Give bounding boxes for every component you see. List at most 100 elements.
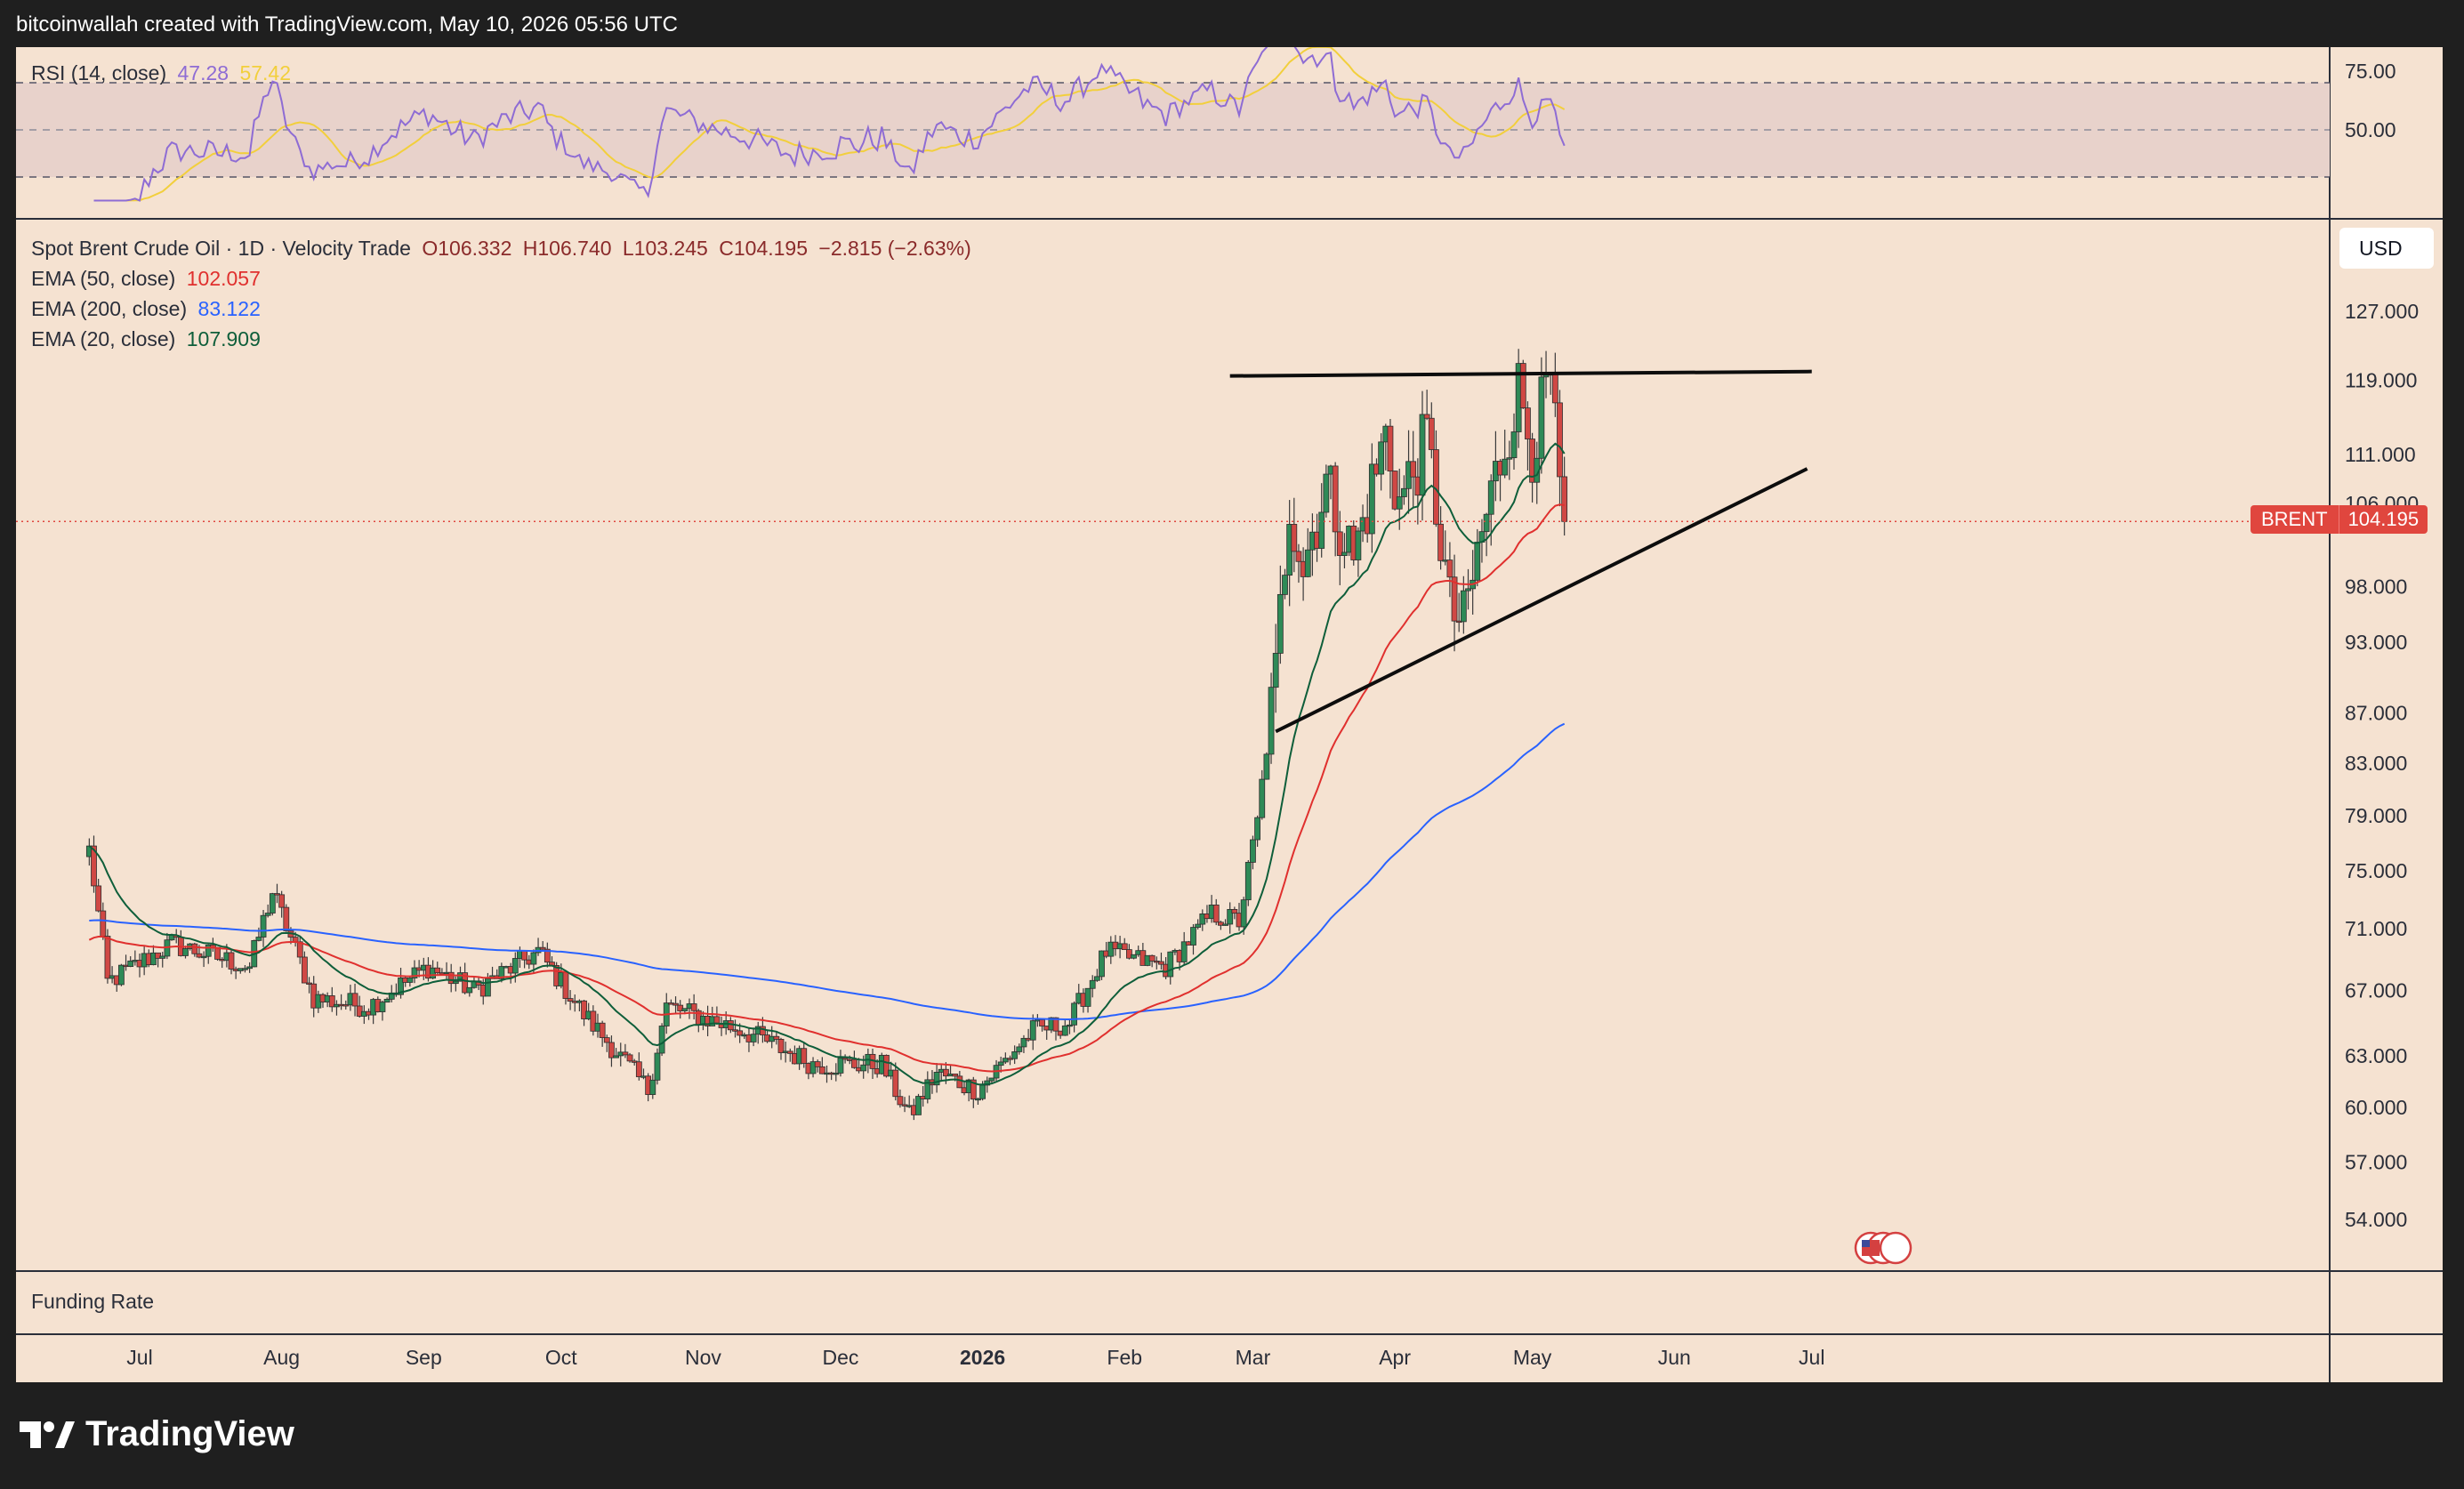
chart-frame: 75.00 50.00 127.000 119.000 111.000 106.000 98… bbox=[16, 47, 2443, 1382]
rsi-tick-label: 50.00 bbox=[2345, 118, 2396, 141]
ema200-label: EMA (200, close) bbox=[31, 297, 188, 320]
ema50-value: 102.057 bbox=[186, 267, 261, 290]
candle bbox=[462, 972, 469, 994]
candle bbox=[1276, 593, 1284, 654]
candle bbox=[649, 1079, 656, 1095]
candle bbox=[191, 943, 198, 954]
candle bbox=[897, 1096, 904, 1106]
candle bbox=[1502, 458, 1509, 476]
ema50-legend[interactable]: EMA (50, close) 102.057 bbox=[31, 267, 261, 291]
candle bbox=[818, 1066, 825, 1074]
symbol-title[interactable]: Spot Brent Crude Oil · 1D · Velocity Tra… bbox=[31, 237, 411, 260]
time-tick-label: Oct bbox=[545, 1346, 577, 1369]
candle bbox=[956, 1075, 963, 1089]
candle bbox=[95, 885, 102, 912]
candle bbox=[1510, 431, 1518, 459]
candle bbox=[1148, 954, 1156, 962]
candle bbox=[301, 956, 308, 984]
candle bbox=[1222, 923, 1228, 926]
chart-canvas[interactable]: 75.0050.00127.000119.000111.000106.00098… bbox=[16, 47, 2443, 1382]
candle bbox=[1483, 513, 1490, 533]
candle bbox=[1487, 480, 1494, 515]
candle bbox=[1437, 523, 1444, 561]
candle bbox=[1538, 376, 1545, 459]
candle bbox=[1391, 471, 1398, 510]
candle bbox=[1332, 465, 1339, 533]
candle bbox=[1282, 575, 1288, 595]
candle bbox=[1071, 1002, 1077, 1026]
time-tick-label: 2026 bbox=[960, 1346, 1005, 1369]
candle bbox=[544, 948, 551, 963]
ema50-line bbox=[88, 503, 1565, 1073]
candle bbox=[975, 1098, 981, 1101]
candle bbox=[1084, 987, 1091, 1007]
candle bbox=[521, 950, 527, 961]
candle bbox=[1341, 551, 1348, 556]
tradingview-logo[interactable]: TradingView bbox=[20, 1414, 294, 1454]
candle bbox=[760, 1026, 766, 1035]
candle bbox=[1107, 941, 1115, 957]
candle bbox=[104, 936, 111, 979]
candle bbox=[786, 1050, 793, 1054]
candle bbox=[1020, 1037, 1027, 1048]
candle bbox=[608, 1042, 615, 1058]
candle bbox=[1195, 923, 1202, 928]
candle bbox=[1268, 687, 1275, 755]
rsi-value: 47.28 bbox=[177, 61, 229, 85]
candle bbox=[447, 971, 455, 985]
candle bbox=[1401, 487, 1407, 497]
candle bbox=[970, 1079, 977, 1100]
candle bbox=[452, 980, 459, 985]
price-tick-label: 57.000 bbox=[2345, 1150, 2407, 1173]
candle bbox=[283, 906, 290, 931]
time-tick-label: May bbox=[1513, 1346, 1552, 1369]
candle bbox=[1131, 954, 1137, 959]
candle bbox=[1474, 542, 1481, 581]
candle bbox=[1263, 753, 1270, 780]
time-tick-label: Aug bbox=[263, 1346, 300, 1369]
candle bbox=[979, 1084, 986, 1099]
candle bbox=[1231, 908, 1238, 914]
candle bbox=[1465, 588, 1471, 592]
candle bbox=[943, 1068, 949, 1077]
candle bbox=[1089, 979, 1096, 989]
candle bbox=[1295, 551, 1302, 562]
main-legend[interactable]: Spot Brent Crude Oil · 1D · Velocity Tra… bbox=[31, 237, 977, 261]
rsi-tick-label: 75.00 bbox=[2345, 60, 2396, 83]
price-tick-label: 79.000 bbox=[2345, 804, 2407, 827]
ema20-legend[interactable]: EMA (20, close) 107.909 bbox=[31, 327, 261, 351]
candle bbox=[613, 1055, 619, 1058]
candle bbox=[264, 913, 271, 916]
candle bbox=[530, 952, 537, 965]
ema20-value: 107.909 bbox=[186, 327, 261, 350]
rsi-ma-value: 57.42 bbox=[239, 61, 292, 85]
ohlc-close: C104.195 bbox=[719, 237, 808, 260]
candle bbox=[883, 1054, 890, 1077]
candle bbox=[100, 910, 107, 937]
ema50-label: EMA (50, close) bbox=[31, 267, 176, 290]
currency-button[interactable]: USD bbox=[2339, 228, 2434, 269]
candles-group bbox=[85, 349, 1568, 1121]
tradingview-logo-icon bbox=[20, 1421, 75, 1448]
candle bbox=[1126, 949, 1132, 959]
candle bbox=[1002, 1058, 1009, 1063]
candle bbox=[1561, 476, 1568, 522]
price-tick-label: 60.000 bbox=[2345, 1096, 2407, 1119]
candle bbox=[1099, 950, 1105, 978]
candle bbox=[150, 952, 157, 966]
candle bbox=[677, 1004, 684, 1011]
candle bbox=[200, 955, 207, 959]
candle bbox=[1218, 922, 1224, 926]
rsi-legend[interactable]: RSI (14, close) 47.28 57.42 bbox=[31, 61, 296, 85]
candle bbox=[1190, 927, 1196, 946]
candle bbox=[182, 948, 189, 956]
price-tick-label: 83.000 bbox=[2345, 752, 2407, 775]
candle bbox=[581, 1000, 587, 1019]
candle bbox=[567, 998, 574, 1002]
price-tick-label: 63.000 bbox=[2345, 1044, 2407, 1067]
candle bbox=[1506, 457, 1513, 460]
candle bbox=[1061, 1025, 1068, 1036]
ema200-legend[interactable]: EMA (200, close) 83.122 bbox=[31, 297, 261, 321]
candle bbox=[952, 1073, 959, 1077]
candle bbox=[379, 1002, 386, 1012]
